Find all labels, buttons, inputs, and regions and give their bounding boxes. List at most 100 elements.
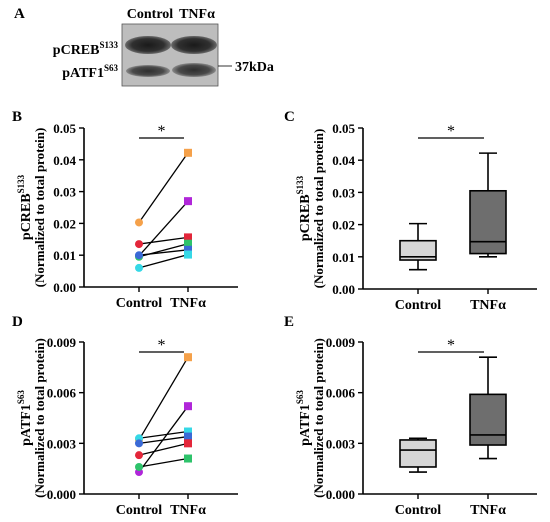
box-iqr <box>399 239 437 261</box>
y-tick-label: 0.003 <box>326 436 356 451</box>
y-tick-label: 0.02 <box>53 216 76 231</box>
y-axis-label-line2: (Normalized to total protein) <box>311 338 326 498</box>
x-tick-label: TNFα <box>170 503 206 518</box>
data-point-tnfa <box>184 402 192 411</box>
blot-lane-label-control: Control <box>127 7 174 22</box>
y-tick-label: 0.00 <box>332 282 355 297</box>
y-tick-label: 0.009 <box>47 335 77 350</box>
pair-line <box>138 200 189 257</box>
pair-line <box>138 249 189 256</box>
panel-label-d: D <box>12 314 23 330</box>
panel-a: A Control TNFα pCREBS133 pATF1S63 37kDa <box>14 6 274 87</box>
x-tick-label: Control <box>395 503 442 518</box>
y-axis-label: pATF1S63 <box>295 390 313 446</box>
panel-label-e: E <box>284 314 294 330</box>
data-point-control <box>135 439 143 448</box>
blot-band-patf1-tnfa <box>172 63 216 77</box>
y-tick-label: 0.02 <box>332 218 355 233</box>
x-tick-label: TNFα <box>470 503 506 518</box>
y-axis-label-base: pATF1 <box>298 404 313 446</box>
y-tick-label: 0.04 <box>53 153 76 168</box>
y-axis-label-base: pATF1 <box>19 404 34 446</box>
data-point-tnfa <box>184 197 192 206</box>
y-tick-label: 0.01 <box>332 250 355 265</box>
y-axis-label-line2: (Normalized to total protein) <box>311 129 326 289</box>
blot-band-pcreb-tnfa <box>171 36 217 54</box>
box-iqr <box>399 439 437 468</box>
data-point-tnfa <box>184 427 192 436</box>
y-tick-label: 0.03 <box>332 185 355 200</box>
y-axis-label-line2: (Normalized to total protein) <box>32 338 47 498</box>
pair-line <box>138 435 189 444</box>
y-axis-label-base: pCREB <box>298 194 313 241</box>
panel-label-c: C <box>284 109 295 125</box>
y-axis-label-sup: S133 <box>16 174 26 193</box>
box-iqr <box>469 189 507 255</box>
data-point-control <box>135 251 143 260</box>
chart-b-paired-pcreb: 0.00 0.01 0.02 0.03 0.04 0.05 Control TNFα pCREB… <box>16 121 238 311</box>
data-point-tnfa <box>184 432 192 441</box>
pair-line <box>138 442 189 456</box>
pair-line <box>138 457 189 468</box>
y-tick-label: 0.009 <box>326 335 356 350</box>
significance-marker: * <box>447 337 455 354</box>
y-tick-label: 0.00 <box>53 280 76 295</box>
pair-line <box>138 152 189 223</box>
data-point-control <box>135 218 143 227</box>
box-iqr <box>469 393 507 446</box>
pair-line <box>138 356 189 441</box>
y-tick-label: 0.05 <box>53 121 76 136</box>
data-point-tnfa <box>184 439 192 448</box>
y-tick-label: 0.000 <box>326 487 355 502</box>
data-point-tnfa <box>184 239 192 248</box>
y-axis-label: pCREBS133 <box>16 174 34 240</box>
y-tick-label: 0.04 <box>332 153 355 168</box>
pair-line <box>138 236 189 245</box>
data-point-control <box>135 451 143 460</box>
blot-band-pcreb-control <box>125 36 171 54</box>
blot-band-patf1-control <box>126 65 170 77</box>
chart-c-box-pcreb: 0.00 0.01 0.02 0.03 0.04 0.05 Control TNFα pCREB… <box>295 121 537 313</box>
mw-marker-label: 37kDa <box>235 60 274 75</box>
y-tick-label: 0.01 <box>53 248 76 263</box>
significance-marker: * <box>158 123 166 140</box>
chart-d-paired-patf1: 0.000 0.003 0.006 0.009 Control TNFα pATF1S63 (… <box>16 335 238 518</box>
data-point-control <box>135 462 143 471</box>
blot-band-label-pcreb: pCREBS133 <box>53 40 119 58</box>
y-tick-label: 0.000 <box>47 487 76 502</box>
blot-membrane <box>121 23 219 87</box>
data-point-tnfa <box>184 245 192 254</box>
blot-band-label-patf1: pATF1S63 <box>62 63 118 81</box>
y-axis-label-sup: S63 <box>16 390 26 405</box>
y-tick-label: 0.05 <box>332 121 355 136</box>
significance-marker: * <box>158 337 166 354</box>
x-tick-label: TNFα <box>470 298 506 313</box>
x-tick-label: Control <box>116 503 163 518</box>
data-point-tnfa <box>184 454 192 463</box>
x-tick-label: Control <box>395 298 442 313</box>
y-tick-label: 0.006 <box>47 386 77 401</box>
data-point-tnfa <box>184 233 192 242</box>
data-point-tnfa <box>184 148 192 157</box>
y-axis-label-base: pCREB <box>19 193 34 240</box>
x-tick-label: TNFα <box>170 296 206 311</box>
data-point-control <box>135 263 143 272</box>
y-tick-label: 0.006 <box>326 386 356 401</box>
panel-label-a: A <box>14 6 25 22</box>
y-tick-label: 0.003 <box>47 436 77 451</box>
data-point-tnfa <box>184 353 192 362</box>
y-axis-label-sup: S63 <box>295 390 305 405</box>
y-axis-label-line2: (Normalized to total protein) <box>32 128 47 288</box>
significance-marker: * <box>447 123 455 140</box>
pair-line <box>138 430 189 439</box>
y-tick-label: 0.03 <box>53 185 76 200</box>
panel-label-b: B <box>12 109 22 125</box>
y-axis-label-sup: S133 <box>295 175 305 194</box>
pair-line <box>138 405 189 473</box>
data-point-control <box>135 240 143 249</box>
blot-lane-label-tnfa: TNFα <box>179 7 215 22</box>
pair-line <box>138 253 189 269</box>
x-tick-label: Control <box>116 296 163 311</box>
